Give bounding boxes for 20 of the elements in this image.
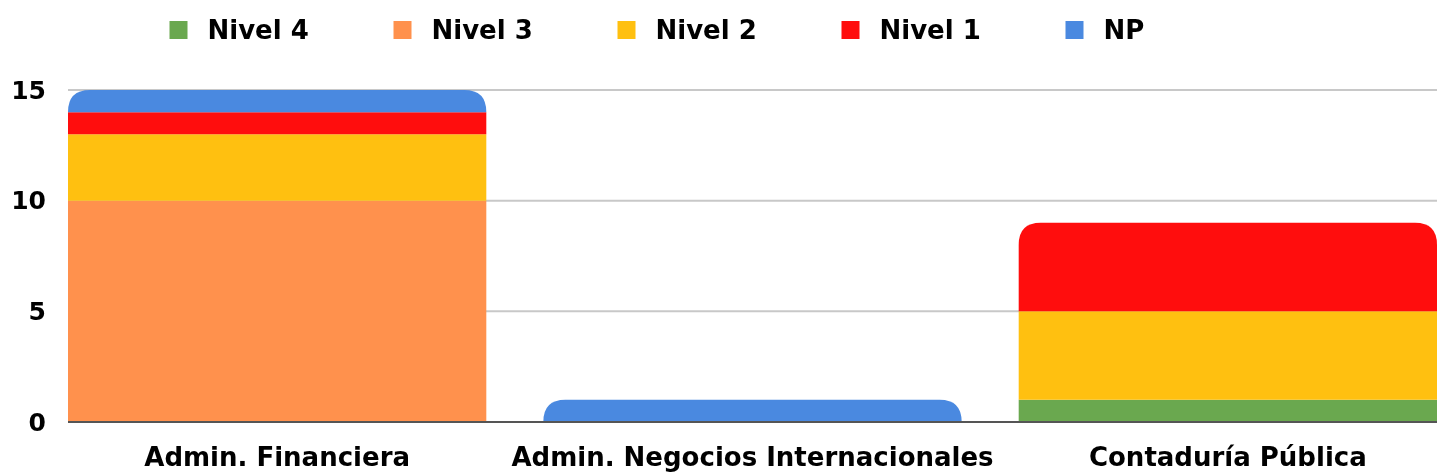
- legend-label: Nivel 4: [207, 15, 309, 46]
- bar: [68, 200, 487, 422]
- x-tick-label: Admin. Financiera: [144, 442, 411, 472]
- bar: [1018, 399, 1437, 422]
- x-tick-label: Admin. Negocios Internacionales: [511, 442, 994, 472]
- legend-label: Nivel 2: [655, 15, 757, 46]
- y-tick-label: 10: [11, 186, 46, 216]
- bar: [543, 399, 962, 422]
- y-tick-label: 0: [28, 407, 46, 437]
- y-tick-label: 15: [11, 75, 46, 105]
- legend-label: NP: [1103, 15, 1145, 46]
- bar: [68, 134, 487, 201]
- y-tick-label: 5: [28, 297, 46, 327]
- bar: [1018, 222, 1437, 312]
- bar: [68, 112, 487, 135]
- legend-label: Nivel 1: [879, 15, 981, 46]
- x-tick-label: Contaduría Pública: [1088, 442, 1367, 472]
- bar: [1018, 311, 1437, 400]
- bar: [68, 90, 487, 113]
- legend-label: Nivel 3: [431, 15, 533, 46]
